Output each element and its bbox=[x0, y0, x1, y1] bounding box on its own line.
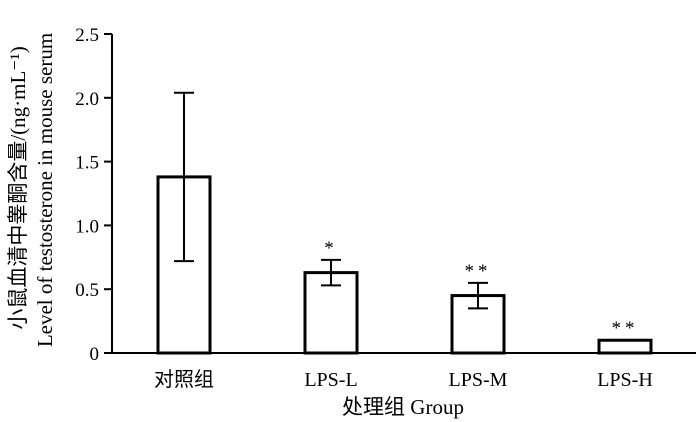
y-tick-label: 1.5 bbox=[75, 153, 99, 174]
y-axis-title-chinese: 小鼠血清中睾酮含量/(ng·mL⁻¹) bbox=[6, 46, 30, 329]
significance-markers: ***** bbox=[324, 238, 639, 339]
error-bars bbox=[174, 91, 488, 310]
category-label-3: LPS-M bbox=[449, 369, 508, 391]
significance-marker-3: ** bbox=[465, 261, 492, 282]
y-tick-label: 0 bbox=[90, 344, 100, 365]
significance-marker-4: ** bbox=[612, 318, 639, 339]
bars bbox=[156, 175, 653, 355]
category-label-4: LPS-H bbox=[597, 369, 653, 391]
y-tick-label: 1.0 bbox=[75, 216, 99, 237]
y-axis-title-english: Level of testosterone in mouse serum bbox=[33, 33, 57, 347]
bar-4 bbox=[597, 338, 653, 355]
x-axis-categories: 对照组 LPS-L LPS-M LPS-H bbox=[154, 368, 653, 391]
category-label-1: 对照组 bbox=[154, 368, 214, 391]
y-axis-title: 小鼠血清中睾酮含量/(ng·mL⁻¹) Level of testosteron… bbox=[6, 33, 57, 347]
significance-marker-2: * bbox=[324, 238, 338, 259]
x-axis-title: 处理组 Group bbox=[342, 395, 464, 419]
y-axis-ticks: 0 0.5 1.0 1.5 2.0 2.5 bbox=[75, 25, 112, 365]
y-tick-label: 2.0 bbox=[75, 89, 99, 110]
y-tick-label: 0.5 bbox=[75, 280, 99, 301]
category-label-2: LPS-L bbox=[304, 369, 357, 391]
y-tick-label: 2.5 bbox=[75, 25, 99, 46]
